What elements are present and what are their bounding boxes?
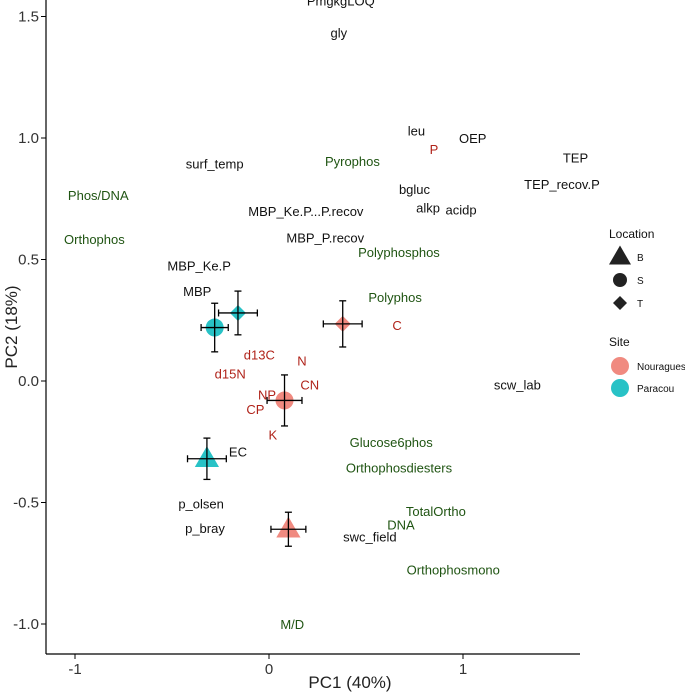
variable-label: d15N xyxy=(215,367,246,382)
variable-label: PmgkgLOQ xyxy=(307,0,375,9)
variable-labels: PmgkgLOQ gly leu OEP P TEP TEP_recov.P surf_tem… xyxy=(64,0,600,632)
y-tick-label: 0.5 xyxy=(18,252,39,269)
variable-label: Orthophosmono xyxy=(407,562,500,577)
variable-label: P xyxy=(430,142,439,157)
variable-label: swc_field xyxy=(343,530,396,545)
legend-site-title: Site xyxy=(609,335,630,349)
y-tick-label: 1.5 xyxy=(18,9,39,26)
variable-label: MBP_Ke.P...P.recov xyxy=(248,204,364,219)
variable-label: CN xyxy=(300,378,319,393)
legend-location-title: Location xyxy=(609,227,654,241)
legend-site-items: Nouragues Paracou xyxy=(611,357,685,397)
legend-site-swatch xyxy=(611,357,629,375)
centroid-paracou-b xyxy=(186,437,227,481)
variable-label: EC xyxy=(229,444,247,459)
x-tick-label: -1 xyxy=(68,661,81,678)
x-tick-label: 1 xyxy=(459,661,467,678)
variable-label: d13C xyxy=(244,347,275,362)
x-axis-title: PC1 (40%) xyxy=(308,673,391,692)
variable-label: MBP_Ke.P xyxy=(167,259,231,274)
variable-label: Pyrophos xyxy=(325,154,380,169)
variable-label: Phos/DNA xyxy=(68,188,129,203)
y-axis-title: PC2 (18%) xyxy=(2,285,21,368)
variable-label: p_olsen xyxy=(178,497,224,512)
variable-label: gly xyxy=(331,25,348,40)
axes: -1 0 1 1.5 1.0 0.5 0.0 -0.5 -1.0 PC1 (40%) PC2 … xyxy=(2,0,580,692)
legend-location-items: B S T xyxy=(609,245,644,310)
variable-label: TotalOrtho xyxy=(406,504,466,519)
variable-label: TEP_recov.P xyxy=(524,177,600,192)
variable-label: Polyphos xyxy=(368,290,422,305)
variable-label: K xyxy=(269,427,278,442)
legend-location-label: S xyxy=(637,276,644,287)
variable-label: NP xyxy=(258,387,276,402)
y-tick-label: -1.0 xyxy=(13,616,39,633)
variable-label: Orthophosdiesters xyxy=(346,460,453,475)
x-tick-label: 0 xyxy=(265,661,273,678)
legend-shape-circle xyxy=(613,273,627,287)
variable-label: bgluc xyxy=(399,182,431,197)
legend: Location B S T Site Nouragues Paracou xyxy=(609,227,685,397)
variable-label: M/D xyxy=(280,617,304,632)
variable-label: CP xyxy=(246,402,264,417)
legend-location-label: B xyxy=(637,253,644,264)
variable-label: OEP xyxy=(459,131,486,146)
x-ticks: -1 0 1 xyxy=(68,654,467,678)
legend-site-label: Nouragues xyxy=(637,362,685,373)
legend-site-label: Paracou xyxy=(637,384,674,395)
centroid-paracou-s xyxy=(200,302,229,353)
centroid-nouragues-s xyxy=(266,374,303,427)
variable-label: C xyxy=(392,318,401,333)
legend-shape-diamond xyxy=(613,296,627,310)
variable-label: scw_lab xyxy=(494,378,541,393)
variable-label: N xyxy=(297,353,306,368)
variable-label: Orthophos xyxy=(64,232,125,247)
variable-label: Polyphosphos xyxy=(358,245,440,260)
variable-label: p_bray xyxy=(185,521,225,536)
legend-shape-triangle xyxy=(609,245,631,265)
y-tick-label: 1.0 xyxy=(18,130,39,147)
centroid-nouragues-b xyxy=(270,511,307,547)
legend-location-label: T xyxy=(637,299,643,310)
variable-label: leu xyxy=(408,124,425,139)
centroid-nouragues-t xyxy=(322,300,363,348)
legend-site-swatch xyxy=(611,379,629,397)
variable-label: MBP xyxy=(183,284,211,299)
variable-label: acidp xyxy=(446,203,477,218)
variable-label: DNA xyxy=(387,517,415,532)
y-ticks: 1.5 1.0 0.5 0.0 -0.5 -1.0 xyxy=(13,9,46,633)
variable-label: surf_temp xyxy=(186,157,244,172)
variable-label: MBP_P.recov xyxy=(286,231,364,246)
variable-label: alkp xyxy=(416,200,440,215)
centroid-paracou-t xyxy=(217,290,259,336)
variable-label: TEP xyxy=(563,150,588,165)
site-centroids xyxy=(186,290,363,547)
y-tick-label: -0.5 xyxy=(13,495,39,512)
y-tick-label: 0.0 xyxy=(18,373,39,390)
variable-label: Glucose6phos xyxy=(350,435,434,450)
